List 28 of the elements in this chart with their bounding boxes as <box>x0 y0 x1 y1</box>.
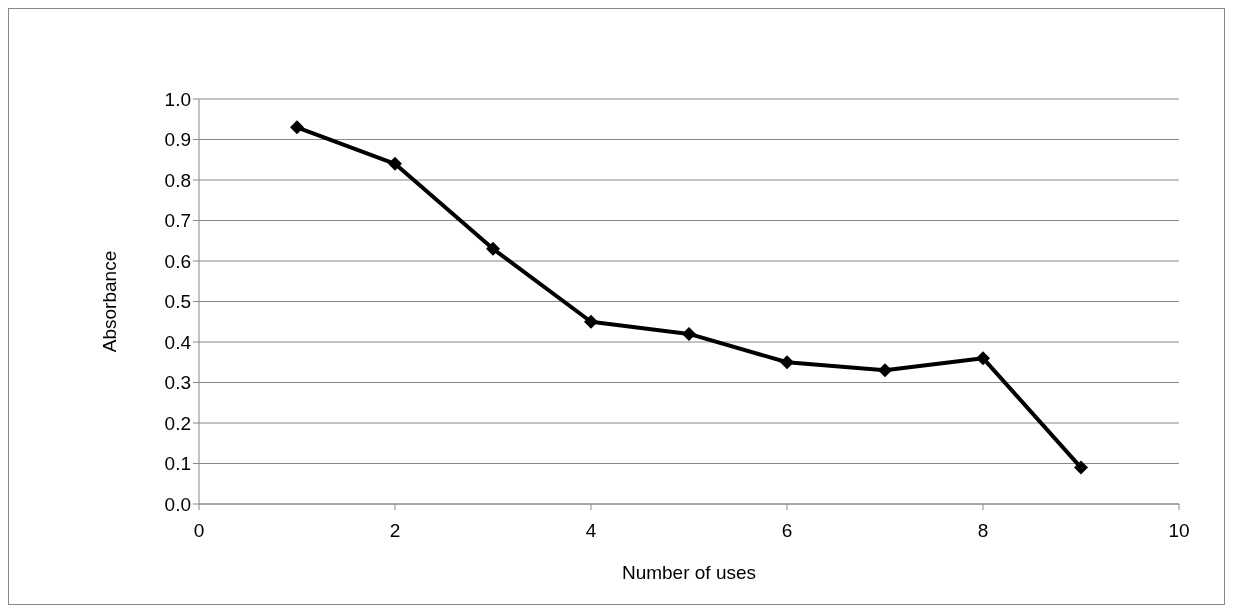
point <box>780 355 794 370</box>
y-tick-label: 1.0 <box>164 88 191 110</box>
point <box>1074 460 1088 475</box>
y-tick-label: 0.2 <box>164 412 191 434</box>
x-tick-label: 4 <box>585 520 597 542</box>
y-tick-label: 0.4 <box>164 331 192 353</box>
point <box>976 351 990 366</box>
x-tick-label: 0 <box>193 520 205 542</box>
y-tick-label: 0.6 <box>164 250 191 272</box>
x-axis-title: Number of uses <box>621 562 757 583</box>
x-tick-label: 6 <box>781 520 793 542</box>
y-tick-label: 0.3 <box>164 372 191 394</box>
point <box>878 363 892 378</box>
point <box>682 326 696 341</box>
point <box>290 120 304 135</box>
x-tick-label: 2 <box>389 520 401 542</box>
y-tick-label: 0.5 <box>164 291 191 313</box>
y-tick-label: 0.0 <box>164 493 191 515</box>
y-tick-label: 0.1 <box>164 453 191 475</box>
x-tick-label: 10 <box>1168 520 1190 542</box>
x-tick-label: 8 <box>977 520 989 542</box>
point <box>486 241 500 256</box>
point <box>584 314 598 329</box>
point <box>388 156 402 171</box>
y-tick-label: 0.7 <box>164 210 191 232</box>
y-axis-title: Absorbance <box>98 250 120 353</box>
y-tick-label: 0.9 <box>164 129 191 151</box>
y-tick-label: 0.8 <box>164 169 191 191</box>
